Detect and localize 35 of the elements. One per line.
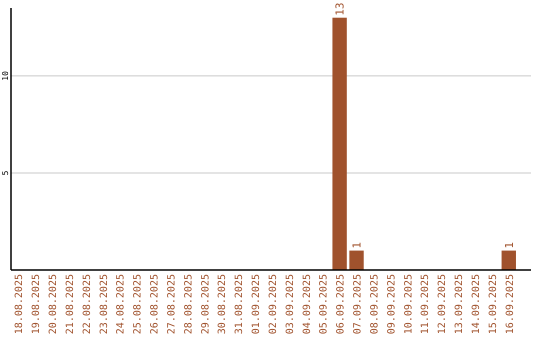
data-label: 1 (502, 242, 516, 249)
x-tick-label: 22.08.2025 (82, 274, 93, 334)
x-tick-label: 07.09.2025 (352, 274, 364, 334)
x-tick-label: 23.08.2025 (98, 274, 110, 334)
x-tick-label: 27.08.2025 (166, 274, 178, 334)
x-tick-label: 05.09.2025 (318, 274, 330, 334)
y-tick-label: 5 (1, 170, 10, 176)
x-tick-label: 18.08.2025 (14, 274, 26, 334)
x-tick-label: 29.08.2025 (200, 274, 212, 334)
x-tick-label: 21.08.2025 (64, 274, 76, 334)
x-tick-label: 10.09.2025 (403, 274, 414, 334)
data-label: 1 (350, 242, 364, 249)
x-tick-label: 25.08.2025 (132, 274, 144, 334)
x-tick-label: 15.09.2025 (488, 274, 499, 334)
x-tick-label: 03.09.2025 (284, 274, 296, 334)
x-tick-label: 04.09.2025 (302, 274, 313, 334)
x-tick-label: 01.09.2025 (251, 274, 262, 334)
x-tick-label: 06.09.2025 (336, 274, 347, 334)
x-tick-label: 28.08.2025 (183, 274, 194, 334)
data-label: 13 (334, 2, 347, 16)
x-tick-label: 11.09.2025 (420, 274, 432, 334)
x-tick-label: 19.08.2025 (31, 274, 42, 334)
x-tick-label: 24.08.2025 (116, 274, 127, 334)
x-tick-label: 30.08.2025 (217, 274, 228, 334)
x-tick-label: 14.09.2025 (470, 274, 482, 334)
x-tick-label: 26.08.2025 (150, 274, 161, 334)
y-tick-label: 10 (1, 70, 10, 81)
x-tick-label: 02.09.2025 (268, 274, 279, 334)
x-tick-label: 16.09.2025 (504, 274, 516, 334)
x-tick-label: 08.09.2025 (369, 274, 380, 334)
x-tick-label: 20.08.2025 (48, 274, 60, 334)
x-tick-label: 12.09.2025 (437, 274, 448, 334)
x-tick-label: 31.08.2025 (234, 274, 246, 334)
x-tick-label: 09.09.2025 (386, 274, 398, 334)
x-tick-label: 13.09.2025 (454, 274, 466, 334)
